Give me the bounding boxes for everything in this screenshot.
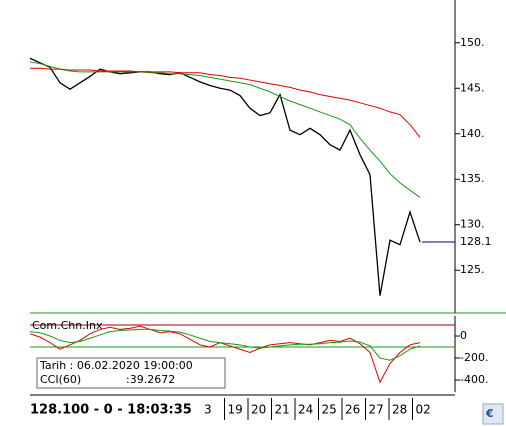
series-line — [30, 67, 421, 138]
date-label: 28 — [392, 403, 407, 417]
series-line — [29, 61, 421, 198]
series-line — [29, 325, 421, 384]
y-tick-label: 130. — [460, 218, 485, 231]
y-tick-label: 135. — [460, 172, 485, 185]
status-text: 128.100 - 0 - 18:03:35 — [30, 403, 192, 418]
date-label: 3 — [204, 403, 212, 417]
tool-icon[interactable] — [482, 403, 504, 425]
tooltip-name: CCI(60) — [40, 373, 81, 386]
y-tick-label: 145. — [460, 81, 485, 94]
tooltip-value: :39.2672 — [126, 373, 175, 386]
indicator-label: Com.Chn.Inx — [32, 319, 103, 332]
y-tick-label: 140. — [460, 127, 485, 140]
series-line — [29, 328, 421, 361]
tool-icon-glyph[interactable]: € — [485, 407, 494, 420]
date-label: 25 — [322, 403, 337, 417]
last-price-label: 128.1 — [460, 235, 492, 248]
series-line — [29, 57, 421, 296]
date-label: 21 — [275, 403, 290, 417]
y-tick-label: 0 — [460, 329, 467, 342]
y-tick-label: -200. — [460, 351, 488, 364]
date-label: 19 — [228, 403, 243, 417]
tooltip-box — [36, 357, 226, 389]
date-label: 26 — [345, 403, 360, 417]
date-label: 20 — [251, 403, 266, 417]
y-tick-label: -400. — [460, 373, 488, 386]
date-label: 24 — [298, 403, 313, 417]
y-tick-label: 125. — [460, 263, 485, 276]
date-label: 27 — [369, 403, 384, 417]
tooltip-date: Tarih : 06.02.2020 19:00:00 — [39, 359, 193, 372]
y-tick-label: 150. — [460, 36, 485, 49]
date-label: 02 — [416, 403, 431, 417]
